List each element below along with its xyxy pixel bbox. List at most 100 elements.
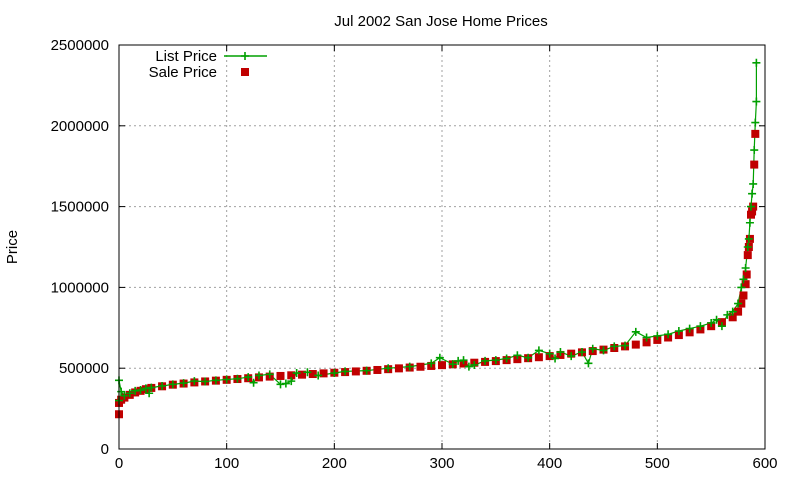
sale-price-point [741,280,750,289]
sale-price-point [653,335,662,344]
list-price-point [584,359,593,368]
list-price-point [384,364,393,373]
legend: List Price Sale Price [149,48,267,81]
legend-entry-sale-price: Sale Price [149,64,249,81]
list-price-point [545,349,554,358]
y-tick-label: 500000 [59,360,109,377]
list-price-point [728,307,737,316]
list-price-point [158,381,167,390]
x-tick-label: 400 [537,455,562,472]
sale-price-point [631,340,640,349]
list-price-point [435,353,444,362]
list-price-point [741,264,750,273]
list-price-point [588,344,597,353]
legend-symbol-list-price [224,52,267,60]
grid-lines [119,45,765,449]
y-tick-label: 2000000 [51,118,109,135]
list-price-point [491,356,500,365]
x-tick-label: 200 [322,455,347,472]
list-price-point [244,373,253,382]
list-price-point [712,315,721,324]
list-price-point [427,359,436,368]
list-price-point [751,118,760,127]
list-price-point [696,322,705,331]
list-price-point [610,342,619,351]
list-price-point [168,380,177,389]
list-price-point [141,384,150,393]
list-price-point [750,146,759,155]
sale-price-point [739,291,748,300]
list-price-point [743,243,752,251]
sale-price-point [748,207,757,216]
sale-price-point [373,365,382,374]
y-axis-label: Price [4,230,21,264]
x-tick-label: 100 [214,455,239,472]
list-price-point [179,379,188,388]
y-tick-label: 1500000 [51,199,109,216]
list-price-point [685,324,694,333]
list-price-point [642,333,651,342]
list-price-point [120,391,129,400]
list-price-point [276,380,285,389]
list-price-point [211,376,220,385]
sale-price-point [276,371,285,380]
sale-price-point [287,371,296,380]
list-price-point [249,378,258,387]
y-tick-label: 0 [101,441,109,458]
list-price-point [265,370,274,379]
list-price-point [752,97,761,106]
list-price-point [254,371,263,380]
list-price-point [748,189,757,198]
list-price-point [621,341,630,350]
sale-price-point [743,251,752,260]
list-price-point [454,356,463,365]
sale-price-point [416,362,425,371]
list-price-point [222,375,231,384]
sale-price-point [734,307,743,316]
sale-price-point [642,338,651,347]
sale-price-point [534,353,543,362]
list-price-point [717,322,726,331]
sale-price-point [728,313,737,322]
list-price-point [362,366,371,375]
list-price-point [330,369,339,378]
list-price-point [556,348,565,357]
list-price-point [534,346,543,355]
list-price-point [744,234,753,243]
list-price-point [292,369,301,378]
legend-label-sale-price: Sale Price [149,64,217,81]
list-price-point [567,352,576,361]
list-price-point [281,379,290,388]
list-price-point [459,356,468,365]
chart-title: Jul 2002 San Jose Home Prices [334,13,547,30]
axis-ticks: 0 100 200 300 400 500 600 0 500000 1000000 1500000… [51,37,778,472]
list-price-point [737,283,746,292]
sale-price-point [438,361,446,370]
list-price-point [664,330,673,339]
list-price-point [524,353,533,362]
list-price-point [201,377,210,386]
legend-marker-square [241,68,249,76]
list-price-line [118,62,757,401]
list-price-point [117,387,126,396]
legend-label-list-price: List Price [155,48,217,65]
list-price-point [448,360,457,369]
list-price-point [190,377,199,386]
sale-price-point [351,367,360,376]
y-tick-label: 2500000 [51,37,109,54]
sale-price-point [750,160,759,169]
x-tick-label: 600 [752,455,777,472]
list-price-point [749,179,758,188]
sale-price-point [308,370,317,379]
sale-price-point [319,369,328,378]
list-price-point [233,374,242,383]
list-price-point [752,58,761,67]
legend-marker-plus [241,52,249,60]
list-price-point [287,377,296,386]
list-price-point [551,354,560,363]
list-price-point [745,218,754,227]
list-price-point [723,310,732,319]
sale-price-point [751,129,760,138]
list-price-point [747,202,756,211]
